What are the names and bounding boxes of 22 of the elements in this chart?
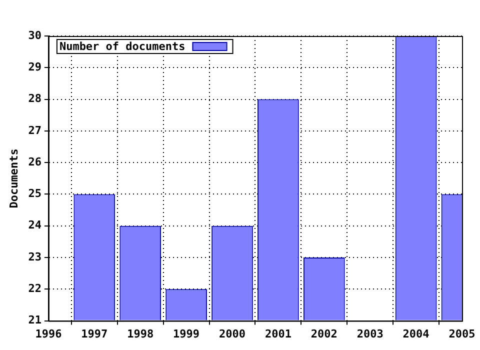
x-tick-label: 2002 <box>310 327 338 340</box>
y-tick-label: 24 <box>28 218 42 232</box>
x-tick-label: 1997 <box>81 327 108 340</box>
x-tick-label: 2001 <box>264 327 292 340</box>
y-tick-label: 21 <box>28 314 42 327</box>
x-tick-label: 1998 <box>127 327 154 340</box>
y-tick-label: 28 <box>28 92 42 106</box>
y-tick-label: 26 <box>28 155 42 168</box>
y-tick-label: 25 <box>28 187 42 200</box>
x-tick-label: 1996 <box>35 327 62 340</box>
y-tick-label: 29 <box>28 60 42 74</box>
x-tick-label: 2000 <box>218 327 246 340</box>
y-tick-label: 30 <box>28 28 42 42</box>
y-tick-label: 23 <box>28 250 42 264</box>
y-axis-title: Documents <box>7 148 20 208</box>
y-tick-label: 27 <box>28 124 42 137</box>
x-tick-label: 2005 <box>448 327 476 340</box>
x-tick-label: 2003 <box>356 327 384 340</box>
y-tick-label: 22 <box>28 282 42 296</box>
x-tick-label: 2004 <box>402 327 430 340</box>
x-tick-label: 1999 <box>173 327 200 340</box>
legend-label: Number of documents <box>59 40 186 53</box>
